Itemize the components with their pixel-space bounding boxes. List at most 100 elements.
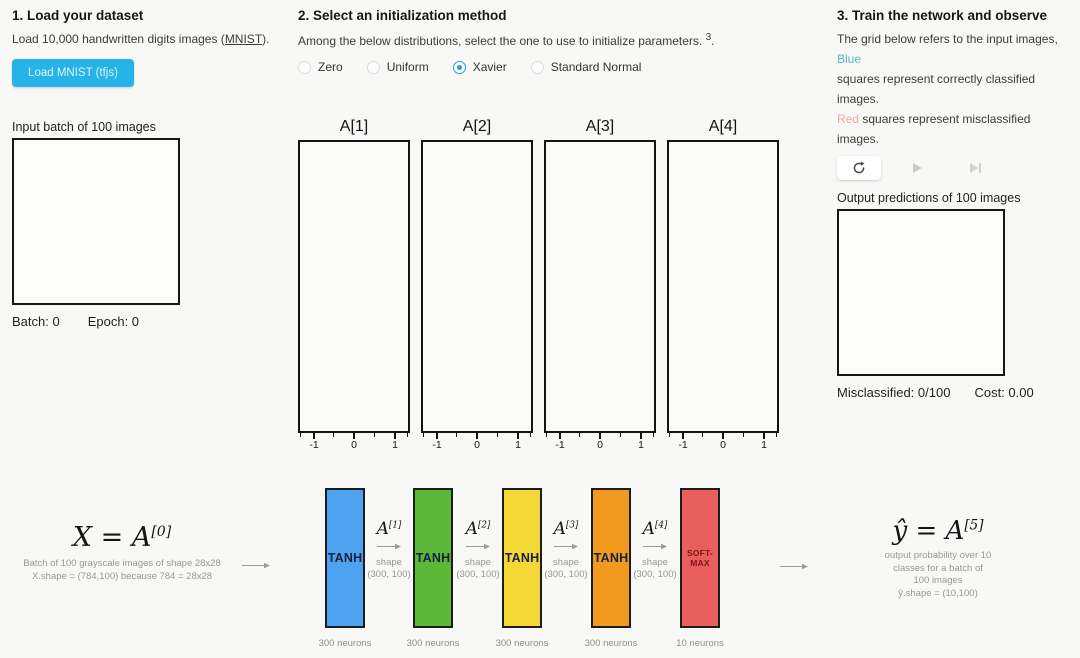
radio-circle [366, 60, 380, 74]
flow-arrow-icon [241, 557, 271, 575]
shape-caption: shape (300, 100) [621, 557, 689, 581]
chart-x-axis: -1 0 1 [544, 433, 656, 455]
input-panel-label: Input batch of 100 images [12, 120, 156, 134]
init-method-radio-group: Zero Uniform Xavier Standard Normal [298, 60, 798, 74]
train-desc-text: The grid below refers to the input image… [837, 32, 1058, 46]
connection-arrow-icon [554, 543, 578, 550]
connection-1: A[1] shape (300, 100) [355, 519, 423, 581]
train-description: The grid below refers to the input image… [837, 29, 1073, 149]
output-caption-line1: output probability over 10 [884, 550, 992, 561]
connection-3: A[3] shape (300, 100) [532, 519, 600, 581]
activation-label: TANH [504, 551, 540, 565]
shape-value: (300, 100) [544, 569, 588, 580]
reset-icon [852, 161, 866, 175]
chart-plot-area [544, 140, 656, 433]
shape-value: (300, 100) [456, 569, 500, 580]
axis-major-tick [722, 433, 724, 439]
axis-major-tick [436, 433, 438, 439]
radio-circle [298, 60, 311, 74]
formula-lhs: ŷ [892, 516, 908, 546]
chart-title: A[1] [339, 118, 369, 135]
layer-4: TANH 300 neurons [567, 488, 655, 649]
axis-major-tick [353, 433, 355, 439]
layer-block: SOFT-MAX [680, 488, 720, 628]
axis-minor-tick [669, 433, 670, 437]
step-forward-button[interactable] [953, 156, 997, 180]
axis-tick-label: -1 [309, 439, 319, 451]
axis-minor-tick [702, 433, 703, 437]
axis-tick-label: 1 [761, 439, 767, 451]
neuron-count-label: 10 neurons [676, 638, 724, 649]
connection-4: A[4] shape (300, 100) [621, 519, 689, 581]
init-intro-suffix: . [711, 34, 715, 48]
radio-option-zero[interactable]: Zero [298, 60, 343, 74]
radio-option-xavier[interactable]: Xavier [452, 60, 507, 74]
chart-x-axis: -1 0 1 [667, 433, 779, 455]
axis-major-tick [476, 433, 478, 439]
play-button[interactable] [895, 156, 939, 180]
axis-tick-label: 0 [474, 439, 480, 451]
chart-plot-area [421, 140, 533, 433]
training-controls [837, 156, 1073, 180]
output-caption: output probability over 10 classes for a… [843, 550, 1033, 600]
radio-label: Xavier [472, 60, 507, 74]
axis-minor-tick [546, 433, 547, 437]
layer-3: TANH 300 neurons [478, 488, 566, 649]
axis-minor-tick [653, 433, 654, 437]
symbol: A [376, 519, 389, 539]
activation-symbol: A[3] [532, 519, 600, 539]
connection-arrow-icon [377, 543, 401, 550]
layer-5-softmax: SOFT-MAX 10 neurons [656, 488, 744, 649]
init-section: 2. Select an initialization method Among… [298, 8, 798, 455]
reset-button[interactable] [837, 156, 881, 180]
output-formula: ŷ = A[5] [843, 516, 1033, 546]
load-mnist-button[interactable]: Load MNIST (tfjs) [12, 59, 134, 87]
activation-chart-2: A[2] -1 0 1 [421, 118, 533, 455]
output-panel-label: Output predictions of 100 images [837, 191, 1021, 205]
train-section: 3. Train the network and observe The gri… [837, 8, 1073, 400]
init-section-title: 2. Select an initialization method [298, 8, 507, 23]
dataset-intro-text: Load 10,000 handwritten digits images ( [12, 32, 225, 46]
layer-block: TANH [591, 488, 631, 628]
batch-counter: Batch: 0 [12, 314, 60, 329]
layer-block: TANH [413, 488, 453, 628]
axis-minor-tick [530, 433, 531, 437]
connection-arrow-icon [466, 543, 490, 550]
axis-minor-tick [423, 433, 424, 437]
train-stats: Misclassified: 0/100 Cost: 0.00 [837, 385, 1073, 400]
input-caption: Batch of 100 grayscale images of shape 2… [8, 558, 236, 583]
axis-minor-tick [300, 433, 301, 437]
dataset-intro: Load 10,000 handwritten digits images (M… [12, 32, 290, 46]
shape-caption: shape (300, 100) [444, 557, 512, 581]
symbol-sup: [3] [565, 520, 579, 531]
radio-label: Uniform [386, 60, 429, 74]
dataset-section: 1. Load your dataset Load 10,000 handwri… [12, 8, 290, 329]
epoch-counter: Epoch: 0 [87, 314, 140, 329]
axis-tick-label: 0 [720, 439, 726, 451]
mnist-link[interactable]: MNIST [224, 32, 263, 46]
formula-rhs: A [131, 522, 152, 553]
axis-minor-tick [456, 433, 457, 437]
input-caption-line2: X.shape = (784,100) because 784 = 28x28 [31, 570, 213, 582]
axis-tick-label: 0 [351, 439, 357, 451]
radio-circle [530, 60, 544, 74]
shape-word: shape [642, 557, 668, 568]
activation-chart-4: A[4] -1 0 1 [667, 118, 779, 455]
axis-tick-label: -1 [555, 439, 565, 451]
axis-tick-label: 1 [392, 439, 398, 451]
symbol-sup: [2] [477, 520, 491, 531]
symbol-sup: [4] [654, 520, 668, 531]
init-intro-text: Among the below distributions, select th… [298, 34, 703, 48]
formula-eq: = [92, 522, 132, 553]
input-batch-panel [12, 138, 180, 305]
input-formula: X = A[0] [8, 522, 236, 553]
radio-option-uniform[interactable]: Uniform [366, 60, 429, 74]
misclassified-counter: Misclassified: 0/100 [837, 385, 951, 400]
layer-1: TANH 300 neurons [301, 488, 389, 649]
connection-arrow-icon [643, 543, 667, 550]
activation-label: SOFT-MAX [686, 548, 714, 568]
radio-option-standard-normal[interactable]: Standard Normal [530, 60, 641, 74]
output-formula-block: ŷ = A[5] output probability over 10 clas… [843, 516, 1033, 600]
axis-minor-tick [620, 433, 621, 437]
activation-symbol: A[1] [355, 519, 423, 539]
